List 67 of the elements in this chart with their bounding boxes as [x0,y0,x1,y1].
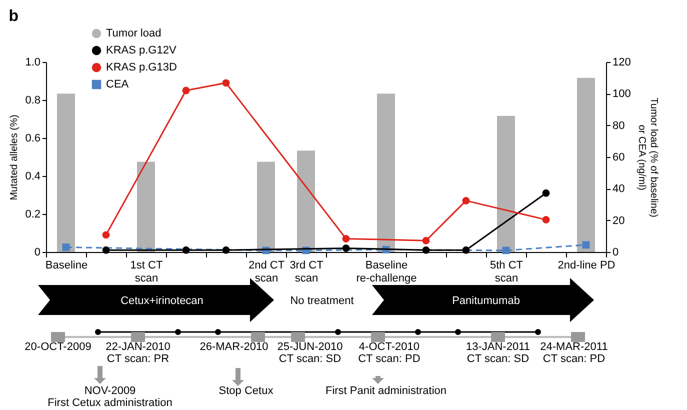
y2-tick-label: 20 [612,214,625,227]
text: 20-OCT-2009 [24,341,92,353]
x-tick-label: 3rd CT scan [290,260,324,284]
y2-tick-label: 0 [612,246,619,258]
text: No treatment [290,295,354,307]
x-tick-label: 2nd-line PD [558,260,616,272]
text: 26-MAR-2010 [200,341,268,353]
text: CT scan: PR [106,353,170,365]
y-tick-label: 0.6 [25,132,40,144]
y-tick-label: 0 [34,246,40,258]
text: 22-JAN-2010 [106,341,170,353]
text: CT scan: PD [542,353,606,365]
text: First Cetux administration [48,397,172,409]
y-tick-label: 0.8 [25,94,40,106]
y2-tick-label: 80 [612,120,625,132]
point [542,189,550,197]
text: 25-JUN-2010 [277,341,343,353]
x-tick-label: 5th CT scan [490,260,524,284]
text: Stop Cetux [218,385,274,397]
bar [377,94,395,252]
text: NOV-2009 [84,385,136,397]
legend-label: KRAS p.G13D [106,62,177,74]
point [542,216,550,224]
bar [137,162,155,252]
y-tick-label: 0.4 [25,170,40,182]
x-tick-label: Baseline re-challenge [356,260,417,284]
y2-tick-label: 120 [612,56,631,68]
point [182,246,190,254]
y-tick-label: 1.0 [25,56,40,68]
point [422,246,430,254]
bar [577,78,595,252]
y-tick-label: 0.2 [25,208,40,220]
bar [257,162,275,252]
legend-label: KRAS p.G12V [106,44,177,56]
y2-tick-label: 40 [612,183,625,196]
point [182,86,190,94]
text: 13-JAN-2011 [466,341,530,353]
text: CT scan: SD [278,353,342,365]
x-tick-label: Baseline [45,260,88,272]
y2-axis-title: Tumor load (% of baseline) or CEA (ng/ml) [636,98,659,218]
point [342,244,350,252]
text: 4-OCT-2010 [358,341,420,353]
bar [497,116,515,252]
text: Cetux+irinotecan [120,295,204,307]
text: 24-MAR-2011 [540,341,608,353]
y2-tick-label: 100 [612,88,631,100]
point [342,235,350,242]
text: Panitumumab [452,295,520,307]
point [102,231,110,239]
x-tick-label: 1st CT scan [130,260,163,284]
point [422,236,430,244]
text: First Panit administration [325,385,447,397]
point [462,246,470,254]
text: CT scan: SD [466,353,530,365]
text: CT scan: PD [358,353,420,365]
chart-title: b [8,8,19,25]
y2-tick-label: 60 [612,152,625,164]
bar [57,94,75,252]
legend-label: CEA [106,78,130,90]
y-axis-title: Mutated alleles (%) [9,114,20,200]
point [222,79,230,87]
legend-label: Tumor load [106,28,162,40]
point [222,246,230,254]
bar [297,150,315,252]
x-tick-label: 2nd CT scan [248,260,285,284]
point [102,246,110,254]
point [462,197,470,204]
